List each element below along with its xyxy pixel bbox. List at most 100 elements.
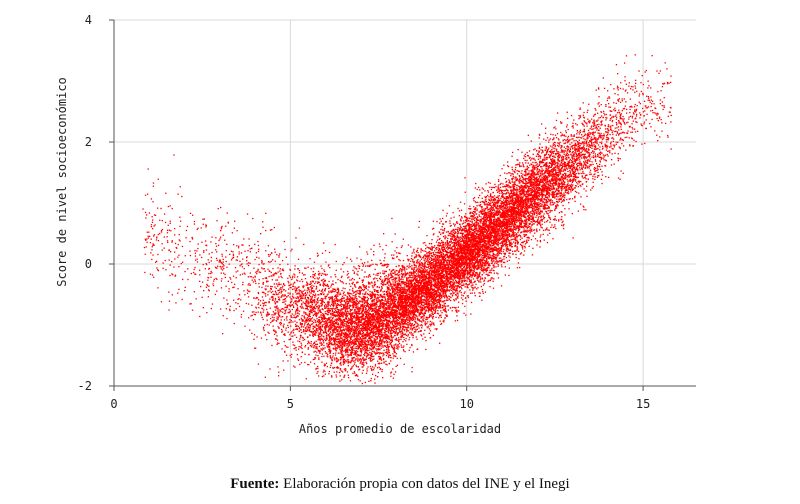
data-point: [483, 219, 485, 221]
data-point: [566, 126, 568, 128]
data-point: [662, 108, 664, 111]
data-point: [497, 216, 499, 219]
data-point: [408, 293, 411, 296]
data-point: [469, 292, 472, 294]
data-point: [361, 299, 363, 301]
data-point: [482, 265, 484, 267]
data-point: [534, 181, 536, 183]
data-point: [340, 315, 342, 317]
data-point: [507, 217, 509, 219]
data-point: [424, 284, 426, 287]
data-point: [404, 268, 406, 270]
data-point: [541, 172, 543, 174]
data-point: [618, 129, 620, 131]
data-point: [357, 334, 359, 336]
data-point: [542, 206, 544, 208]
data-point: [340, 276, 343, 279]
data-point: [533, 194, 536, 196]
data-point: [577, 146, 579, 148]
data-point: [275, 287, 277, 289]
data-point: [477, 238, 479, 240]
data-point: [377, 272, 379, 275]
data-point: [586, 144, 588, 146]
data-point: [268, 332, 270, 334]
data-point: [307, 340, 309, 342]
data-point: [561, 216, 563, 218]
data-point: [530, 230, 532, 232]
data-point: [397, 301, 399, 304]
data-point: [488, 212, 490, 215]
data-point: [459, 225, 462, 227]
data-point: [307, 300, 309, 302]
data-point: [388, 349, 390, 351]
data-point: [495, 206, 497, 208]
data-point: [588, 121, 590, 123]
data-point: [362, 264, 365, 266]
data-point: [313, 302, 315, 304]
data-point: [431, 312, 433, 314]
data-point: [544, 149, 546, 151]
data-point: [324, 373, 326, 375]
data-point: [463, 228, 466, 230]
data-point: [571, 152, 573, 154]
data-point: [503, 217, 506, 219]
data-point: [308, 324, 310, 326]
data-point: [458, 310, 460, 312]
data-point: [435, 294, 437, 296]
data-point: [304, 293, 307, 295]
data-point: [279, 288, 281, 290]
data-point: [533, 173, 535, 175]
data-point: [548, 172, 550, 175]
data-point: [508, 259, 510, 261]
data-point: [488, 196, 490, 198]
data-point: [269, 254, 271, 256]
data-point: [271, 320, 273, 322]
data-point: [336, 371, 338, 373]
data-point: [353, 310, 355, 312]
data-point: [390, 375, 392, 377]
data-point: [537, 222, 539, 224]
data-point: [500, 257, 502, 259]
data-point: [350, 362, 352, 364]
data-point: [508, 255, 510, 257]
data-point: [244, 325, 246, 327]
data-point: [415, 300, 417, 302]
data-point: [283, 308, 285, 310]
data-point: [499, 174, 501, 177]
data-point: [234, 283, 236, 285]
data-point: [252, 217, 254, 220]
data-point: [588, 120, 590, 122]
data-point: [556, 162, 558, 164]
data-point: [469, 273, 471, 276]
data-point: [562, 204, 564, 207]
data-point: [386, 346, 388, 348]
data-point: [374, 344, 377, 346]
data-point: [364, 348, 366, 350]
data-point: [341, 275, 343, 277]
data-point: [347, 270, 349, 273]
data-point: [358, 302, 360, 304]
data-point: [407, 319, 409, 322]
data-point: [363, 262, 366, 264]
data-point: [420, 305, 422, 307]
data-point: [586, 145, 588, 147]
data-point: [446, 314, 448, 316]
data-point: [428, 257, 430, 259]
data-point: [372, 358, 374, 361]
data-point: [577, 170, 579, 172]
data-point: [583, 209, 585, 211]
data-point: [356, 325, 358, 327]
data-point: [223, 265, 225, 267]
data-point: [434, 286, 436, 288]
data-point: [308, 298, 310, 300]
data-point: [398, 339, 400, 341]
data-point: [527, 178, 529, 180]
data-point: [562, 134, 564, 136]
data-point: [586, 111, 588, 113]
data-point: [314, 282, 316, 285]
data-point: [434, 282, 436, 284]
data-point: [346, 314, 349, 317]
data-point: [340, 364, 342, 366]
data-point: [571, 138, 573, 140]
data-point: [345, 317, 348, 319]
